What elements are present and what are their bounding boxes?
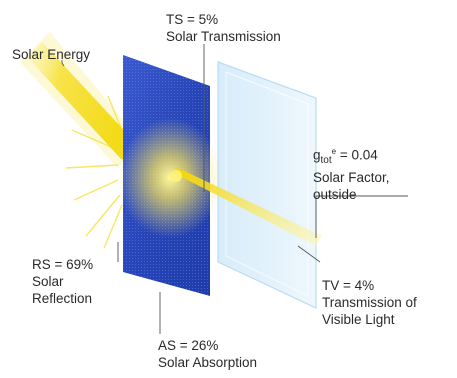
transmission-value: TS = 5% (166, 12, 219, 27)
visible-light-value: TV = 4% (322, 278, 375, 293)
solar-factor-symbol: g (313, 147, 321, 163)
transmission-label: TS = 5% Solar Transmission (166, 11, 281, 45)
solar-factor-number: = 0.04 (336, 147, 378, 163)
solar-energy-text: Solar Energy (12, 47, 91, 62)
reflection-name-line1: Solar (32, 274, 64, 289)
solar-factor-name-line2: outside (313, 187, 357, 203)
reflection-label: RS = 69% Solar Reflection (32, 256, 93, 307)
clear-glass-pane (217, 61, 317, 309)
reflection-name-line2: Reflection (32, 291, 93, 306)
leader-lines (61, 44, 408, 334)
solar-factor-value: gtote = 0.04 (313, 143, 390, 169)
solar-energy-label: Solar Energy (12, 46, 90, 63)
absorption-name: Solar Absorption (158, 355, 258, 370)
absorption-glow (118, 118, 222, 238)
solar-factor-subscript: tot (320, 155, 332, 167)
solar-factor-superscript: e (331, 147, 337, 156)
transmission-name: Solar Transmission (166, 29, 281, 44)
reflection-value: RS = 69% (32, 257, 94, 272)
incoming-solar-beam (28, 42, 135, 160)
visible-light-name-line2: Visible Light (322, 312, 395, 327)
visible-light-label: TV = 4% Transmission of Visible Light (322, 277, 417, 328)
absorption-value: AS = 26% (158, 338, 219, 353)
transmitted-beam (172, 168, 322, 246)
solar-factor-name-line1: Solar Factor, (313, 170, 390, 186)
solar-factor-label: gtote = 0.04 Solar Factor, outside (313, 143, 390, 203)
absorption-label: AS = 26% Solar Absorption (158, 337, 257, 371)
visible-light-name-line1: Transmission of (322, 295, 417, 310)
